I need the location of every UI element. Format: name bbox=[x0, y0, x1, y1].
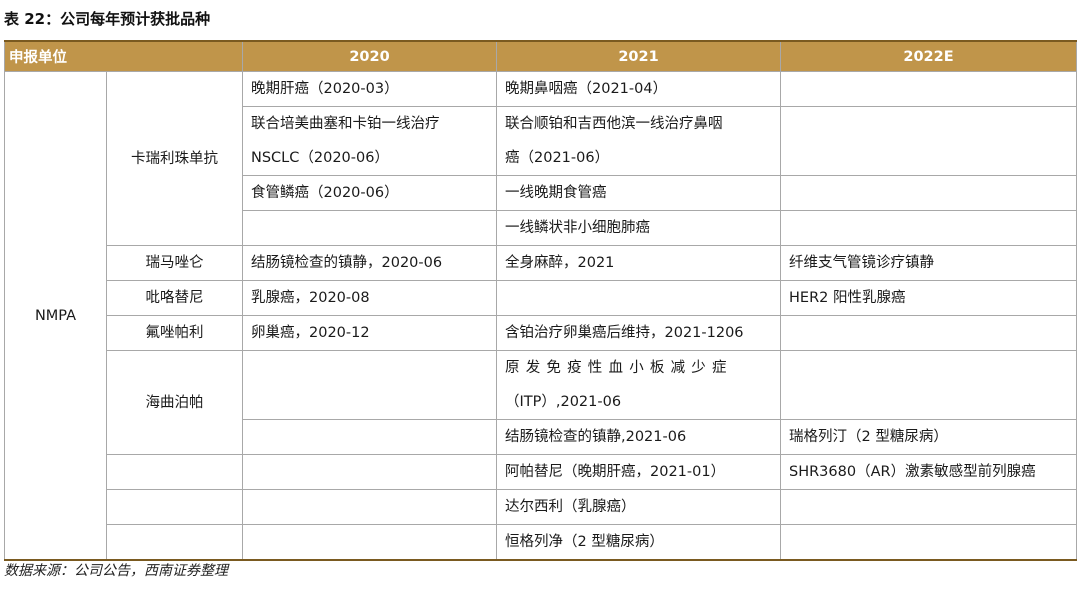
cell bbox=[780, 315, 1077, 351]
cell bbox=[242, 350, 497, 420]
cell bbox=[106, 454, 243, 490]
cell: 恒格列净（2 型糖尿病） bbox=[496, 524, 781, 561]
cell: 纤维支气管镜诊疗镇静 bbox=[780, 245, 1077, 281]
cell bbox=[242, 454, 497, 490]
source-note: 数据来源：公司公告，西南证券整理 bbox=[4, 563, 228, 579]
cell: 联合培美曲塞和卡铂一线治疗 bbox=[242, 106, 497, 141]
cell bbox=[780, 71, 1077, 107]
cell: 食管鳞癌（2020-06） bbox=[242, 175, 497, 211]
drug-cell: 氟唑帕利 bbox=[106, 315, 243, 351]
cell: （ITP）,2021-06 bbox=[496, 385, 781, 420]
drug-cell: 卡瑞利珠单抗 bbox=[106, 71, 243, 246]
table-row: 氟唑帕利 卵巢癌，2020-12 含铂治疗卵巢癌后维持，2021-1206 bbox=[5, 315, 1077, 351]
cell: 结肠镜检查的镇静,2021-06 bbox=[496, 419, 781, 455]
cell: 一线鳞状非小细胞肺癌 bbox=[496, 210, 781, 246]
cell: 结肠镜检查的镇静，2020-06 bbox=[242, 245, 497, 281]
cell: 乳腺癌，2020-08 bbox=[242, 280, 497, 316]
cell: 达尔西利（乳腺癌） bbox=[496, 489, 781, 525]
table-row: 恒格列净（2 型糖尿病） bbox=[5, 524, 1077, 561]
cell: 全身麻醉，2021 bbox=[496, 245, 781, 281]
cell: 晚期肝癌（2020-03） bbox=[242, 71, 497, 107]
table-row: 瑞马唑仑 结肠镜检查的镇静，2020-06 全身麻醉，2021 纤维支气管镜诊疗… bbox=[5, 245, 1077, 281]
drug-cell: 吡咯替尼 bbox=[106, 280, 243, 316]
table-row: 吡咯替尼 乳腺癌，2020-08 HER2 阳性乳腺癌 bbox=[5, 280, 1077, 316]
cell bbox=[780, 489, 1077, 525]
table-row: 海曲泊帕 原发免疫性血小板减少症 bbox=[5, 350, 1077, 455]
cell bbox=[106, 524, 243, 561]
table-row: 食管鳞癌（2020-06） 一线晚期食管癌 bbox=[5, 175, 1077, 211]
header-row: 申报单位 2020 2021 2022E bbox=[4, 40, 1077, 72]
cell: HER2 阳性乳腺癌 bbox=[780, 280, 1077, 316]
table-row: （ITP）,2021-06 bbox=[5, 385, 1077, 420]
table-row: 联合培美曲塞和卡铂一线治疗 联合顺铂和吉西他滨一线治疗鼻咽 bbox=[5, 106, 1077, 176]
drug-cell: 瑞马唑仑 bbox=[106, 245, 243, 281]
cell bbox=[242, 210, 497, 246]
cell: 联合顺铂和吉西他滨一线治疗鼻咽 bbox=[496, 106, 781, 141]
cell: NSCLC（2020-06） bbox=[242, 141, 497, 176]
cell: SHR3680（AR）激素敏感型前列腺癌 bbox=[780, 454, 1077, 490]
approval-table: 申报单位 2020 2021 2022E NMPA 卡瑞利珠单抗 晚期肝癌（20… bbox=[4, 40, 1077, 561]
cell bbox=[780, 210, 1077, 246]
header-2022e: 2022E bbox=[780, 40, 1077, 72]
cell bbox=[780, 175, 1077, 211]
cell: 一线晚期食管癌 bbox=[496, 175, 781, 211]
table-row: 一线鳞状非小细胞肺癌 bbox=[5, 210, 1077, 246]
header-2020: 2020 bbox=[242, 40, 497, 72]
cell bbox=[242, 524, 497, 561]
cell: 瑞格列汀（2 型糖尿病） bbox=[780, 419, 1077, 455]
cell bbox=[242, 419, 497, 455]
cell: 晚期鼻咽癌（2021-04） bbox=[496, 71, 781, 107]
cell: 癌（2021-06） bbox=[496, 141, 781, 176]
cell: 卵巢癌，2020-12 bbox=[242, 315, 497, 351]
cell bbox=[780, 350, 1077, 420]
cell bbox=[242, 489, 497, 525]
cell: 含铂治疗卵巢癌后维持，2021-1206 bbox=[496, 315, 781, 351]
table-row: 达尔西利（乳腺癌） bbox=[5, 489, 1077, 525]
table-row: NMPA 卡瑞利珠单抗 晚期肝癌（2020-03） 晚期鼻咽癌（2021-04） bbox=[4, 71, 1077, 561]
cell bbox=[780, 524, 1077, 561]
table-row: 结肠镜检查的镇静,2021-06 瑞格列汀（2 型糖尿病） bbox=[5, 419, 1077, 455]
header-2021: 2021 bbox=[496, 40, 781, 72]
cell bbox=[106, 489, 243, 525]
cell bbox=[780, 106, 1077, 176]
cell: 原发免疫性血小板减少症 bbox=[496, 350, 781, 385]
org-cell: NMPA bbox=[4, 71, 107, 561]
cell: 阿帕替尼（晚期肝癌，2021-01） bbox=[496, 454, 781, 490]
header-applicant: 申报单位 bbox=[4, 40, 243, 72]
table-row: 阿帕替尼（晚期肝癌，2021-01） SHR3680（AR）激素敏感型前列腺癌 bbox=[5, 454, 1077, 490]
table-title: 表 22：公司每年预计获批品种 bbox=[4, 10, 211, 28]
cell bbox=[496, 280, 781, 316]
drug-cell: 海曲泊帕 bbox=[106, 350, 243, 455]
